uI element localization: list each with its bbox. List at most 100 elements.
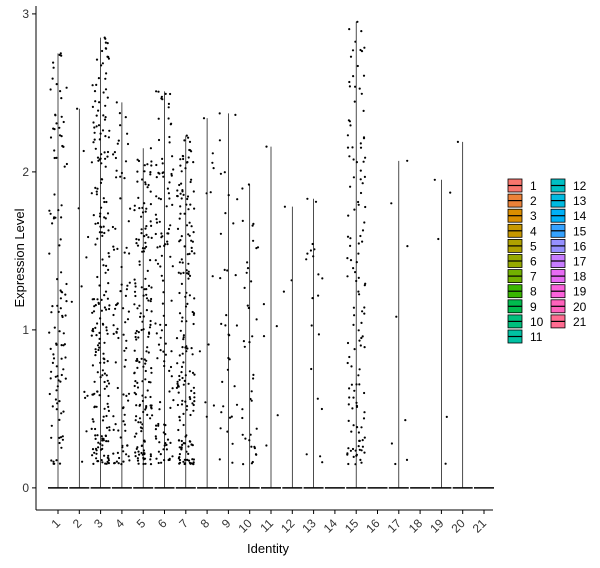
data-point-5 [138, 207, 141, 210]
data-point-6 [155, 163, 158, 167]
data-point-15 [358, 339, 361, 342]
data-point-5 [149, 190, 152, 193]
data-point-3 [107, 268, 110, 271]
data-point-15 [352, 158, 355, 161]
data-point-11 [276, 414, 279, 417]
data-point-7 [184, 167, 187, 170]
data-point-7 [180, 320, 183, 323]
data-point-5 [150, 164, 153, 167]
data-point-7 [184, 400, 187, 403]
data-point-5 [137, 238, 140, 241]
data-point-8 [205, 415, 208, 418]
data-point-5 [149, 300, 152, 303]
data-point-5 [141, 178, 144, 181]
y-axis-ticks: 0 1 2 3 [22, 7, 36, 495]
data-point-5 [136, 180, 139, 183]
data-point-15 [358, 368, 361, 371]
data-point-1 [65, 300, 68, 303]
data-point-2 [83, 390, 86, 393]
data-point-5 [144, 396, 147, 399]
data-point-4 [125, 453, 128, 456]
data-point-4 [119, 290, 122, 293]
data-point-3 [107, 282, 110, 285]
data-point-5 [149, 455, 152, 458]
data-point-15 [361, 335, 364, 338]
data-point-17 [390, 442, 393, 445]
data-point-3 [105, 264, 108, 267]
data-point-15 [352, 176, 355, 179]
data-point-7 [192, 458, 195, 461]
data-point-3 [93, 305, 96, 308]
data-point-6 [166, 187, 169, 190]
data-point-5 [145, 350, 148, 353]
data-point-1 [54, 375, 57, 378]
data-point-15 [355, 261, 358, 264]
data-point-15 [357, 200, 360, 204]
data-point-6 [168, 369, 171, 372]
data-point-8 [211, 275, 214, 278]
data-point-7 [178, 312, 182, 315]
data-point-3 [104, 290, 108, 293]
data-point-5 [135, 238, 138, 241]
data-point-5 [137, 196, 140, 199]
data-point-5 [143, 288, 146, 291]
data-point-3 [100, 162, 103, 165]
data-point-7 [180, 403, 184, 406]
data-point-6 [158, 172, 161, 175]
data-point-7 [187, 156, 190, 159]
data-point-15 [352, 424, 355, 427]
data-point-3 [95, 449, 98, 452]
data-point-10 [252, 239, 255, 242]
data-point-4 [124, 116, 127, 119]
data-point-6 [154, 232, 157, 236]
x-tick-label: 19 [427, 516, 447, 536]
data-point-15 [355, 401, 358, 404]
data-point-1 [58, 441, 61, 445]
data-point-19 [449, 191, 452, 194]
data-point-7 [177, 439, 180, 442]
data-point-6 [161, 235, 164, 238]
data-point-6 [159, 265, 162, 268]
data-point-10 [242, 463, 245, 466]
data-point-5 [140, 286, 143, 289]
data-point-7 [180, 439, 183, 443]
data-point-5 [141, 320, 144, 323]
x-tick-label: 3 [91, 516, 106, 531]
data-point-4 [119, 124, 122, 127]
data-point-7 [184, 435, 187, 438]
data-point-3 [94, 147, 97, 150]
data-point-1 [50, 370, 53, 373]
data-point-6 [169, 92, 172, 96]
data-point-10 [250, 462, 253, 465]
data-point-15 [359, 191, 363, 195]
data-point-7 [193, 392, 196, 395]
data-point-15 [360, 426, 363, 429]
data-point-15 [355, 279, 358, 283]
data-point-3 [90, 192, 93, 195]
data-point-15 [346, 146, 350, 149]
data-point-7 [182, 383, 185, 386]
data-point-15 [352, 396, 355, 399]
data-point-5 [146, 389, 149, 392]
data-point-7 [192, 322, 195, 326]
data-point-5 [145, 207, 148, 210]
data-point-8 [204, 401, 207, 404]
data-point-15 [348, 85, 351, 88]
data-point-3 [92, 121, 95, 124]
data-point-4 [127, 399, 130, 402]
data-point-10 [252, 373, 255, 376]
data-point-5 [133, 290, 137, 293]
data-point-5 [149, 173, 152, 176]
data-point-11 [262, 335, 266, 338]
data-point-4 [118, 456, 121, 460]
data-point-4 [114, 156, 117, 160]
data-point-7 [187, 445, 190, 448]
data-point-6 [162, 431, 165, 434]
data-point-1 [48, 209, 51, 212]
x-tick-label: 5 [134, 516, 149, 531]
jitter-points-layer [48, 20, 459, 466]
data-point-5 [147, 284, 151, 287]
data-point-3 [106, 42, 109, 45]
data-point-5 [149, 323, 152, 326]
data-point-17 [394, 462, 397, 466]
